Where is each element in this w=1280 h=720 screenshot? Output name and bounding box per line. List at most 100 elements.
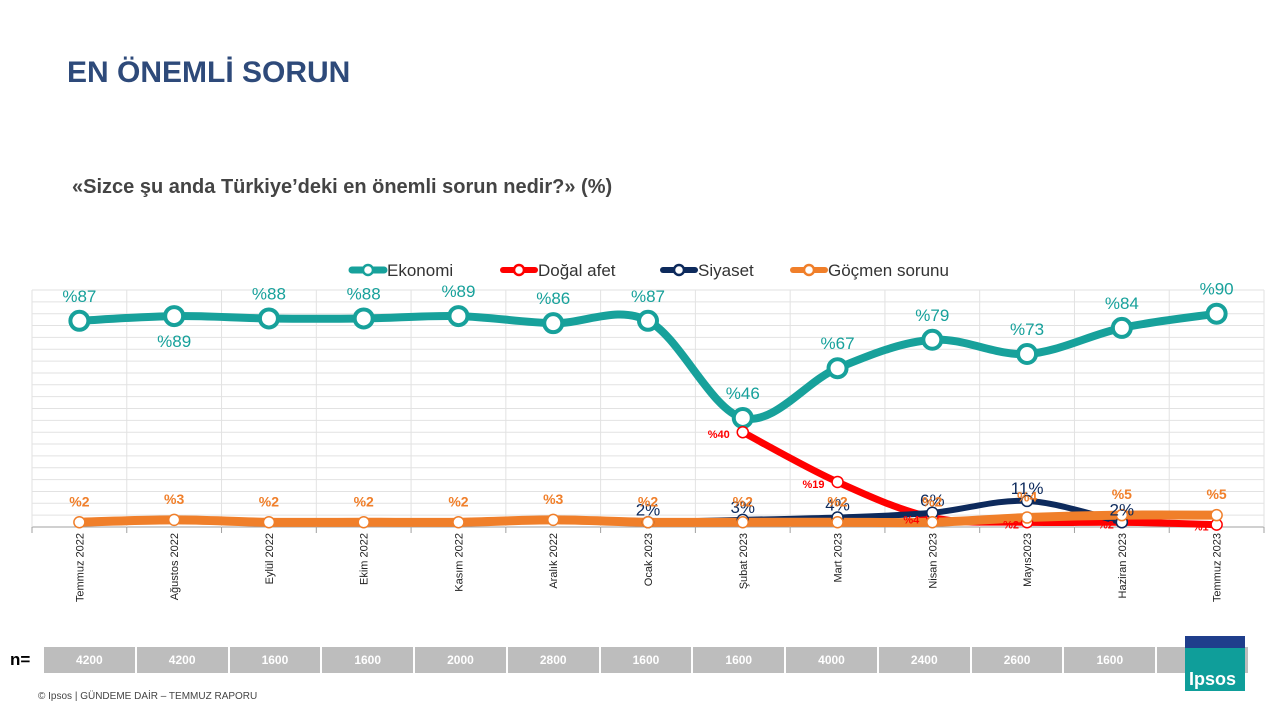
sample-size-cell: 1600 xyxy=(229,647,323,673)
marker-3-12 xyxy=(1210,508,1223,522)
legend-marker xyxy=(802,263,816,277)
data-label-3-11: %5 xyxy=(1112,486,1132,502)
marker-3-11 xyxy=(1115,508,1129,522)
data-label-2-6: 2% xyxy=(636,500,661,519)
data-label-0-9: %79 xyxy=(915,306,949,325)
marker-0-6 xyxy=(637,309,659,332)
marker-3-8 xyxy=(831,516,844,529)
data-label-0-3: %88 xyxy=(347,284,381,303)
marker-3-9 xyxy=(926,516,939,529)
page-title: EN ÖNEMLİ SORUN xyxy=(67,56,351,89)
x-tick-label: Ocak 2023 xyxy=(643,533,655,586)
data-label-3-5: %3 xyxy=(543,491,563,507)
data-label-0-4: %89 xyxy=(441,282,475,301)
sample-size-cell: 2400 xyxy=(878,647,972,673)
data-label-1-10: %2 xyxy=(1003,519,1019,531)
data-label-0-12: %90 xyxy=(1200,280,1234,299)
legend-marker xyxy=(361,263,375,277)
x-tick-label: Ekim 2022 xyxy=(359,533,371,585)
data-label-0-0: %87 xyxy=(62,287,96,306)
data-label-1-12: %1 xyxy=(1193,522,1209,534)
marker-3-3 xyxy=(357,516,370,529)
data-label-0-6: %87 xyxy=(631,287,665,306)
data-label-2-8: 4% xyxy=(825,496,850,515)
data-label-3-0: %2 xyxy=(69,493,89,509)
sample-size-cell: 1600 xyxy=(1064,647,1158,673)
markers xyxy=(68,302,1228,531)
sample-size-cell: 4200 xyxy=(136,647,230,673)
x-tick-label: Eylül 2022 xyxy=(264,533,276,584)
marker-3-1 xyxy=(167,513,181,527)
marker-0-3 xyxy=(352,307,375,330)
data-label-0-11: %84 xyxy=(1105,294,1139,313)
legend-marker xyxy=(512,263,526,277)
data-labels: %87 %89 %88 %88 %89 %86 %87 %46 %67 %79 %73 %84 %90%… xyxy=(62,280,1233,534)
sample-size-cell: 4200 xyxy=(44,647,137,673)
marker-0-2 xyxy=(257,307,280,330)
data-label-3-1: %3 xyxy=(164,491,184,507)
legend: Ekonomi Doğal afet Siyaset Göçmen sorunu xyxy=(348,261,949,280)
marker-0-1 xyxy=(163,305,186,328)
sample-size-cell: 1600 xyxy=(600,647,694,673)
legend-label: Göçmen sorunu xyxy=(828,261,949,280)
data-label-3-8: %2 xyxy=(827,493,847,509)
data-label-3-7: %2 xyxy=(733,493,753,509)
marker-1-8 xyxy=(831,475,844,489)
x-tick-label: Temmuz 2022 xyxy=(74,533,86,602)
data-label-0-1: %89 xyxy=(157,332,191,351)
x-tick-label: Nisan 2023 xyxy=(927,533,939,589)
data-label-3-4: %2 xyxy=(448,493,468,509)
x-tick-label: Şubat 2023 xyxy=(738,533,750,589)
legend-label: Ekonomi xyxy=(387,261,453,280)
x-ticks: Temmuz 2022 Ağustos 2022 Eylül 2022 Ekim 20… xyxy=(74,533,1223,602)
marker-1-7 xyxy=(736,425,750,439)
legend-label: Doğal afet xyxy=(538,261,616,280)
marker-0-4 xyxy=(447,305,470,328)
sample-size-cell: 1600 xyxy=(322,647,416,673)
marker-0-11 xyxy=(1110,316,1133,339)
data-label-3-10: %4 xyxy=(1017,489,1037,505)
data-label-0-8: %67 xyxy=(821,334,855,353)
marker-3-7 xyxy=(736,516,750,529)
legend-item: Ekonomi xyxy=(348,261,453,280)
marker-2-10 xyxy=(1020,494,1034,508)
marker-3-4 xyxy=(452,516,465,529)
marker-3-5 xyxy=(546,513,560,527)
data-label-1-9: %4 xyxy=(903,515,920,527)
data-label-3-6: %2 xyxy=(638,493,658,509)
data-label-0-5: %86 xyxy=(536,289,570,308)
marker-0-9 xyxy=(921,328,944,351)
data-label-2-7: 3% xyxy=(730,498,755,517)
sample-size-cell: 2800 xyxy=(507,647,601,673)
x-tick-label: Haziran 2023 xyxy=(1117,533,1129,598)
x-tick-label: Mart 2023 xyxy=(833,533,845,583)
marker-0-12 xyxy=(1205,302,1228,325)
data-label-1-8: %19 xyxy=(803,479,825,491)
line-chart: Ekonomi Doğal afet Siyaset Göçmen sorunu %8… xyxy=(31,261,1265,602)
marker-0-10 xyxy=(1016,342,1039,365)
marker-3-2 xyxy=(262,516,276,529)
legend-label: Siyaset xyxy=(698,261,754,280)
chart-subtitle: «Sizce şu anda Türkiye’deki en önemli so… xyxy=(72,176,613,198)
data-label-2-9: 6% xyxy=(920,491,945,510)
marker-3-0 xyxy=(73,516,86,529)
data-label-2-11: 2% xyxy=(1110,500,1135,519)
data-label-0-2: %88 xyxy=(252,284,286,303)
data-label-3-9: %2 xyxy=(922,493,942,509)
marker-0-0 xyxy=(68,309,91,332)
x-tick-label: Mayıs2023 xyxy=(1022,533,1034,587)
sample-size-label: n= xyxy=(10,650,31,669)
marker-0-7 xyxy=(731,406,754,429)
data-label-0-10: %73 xyxy=(1010,320,1044,339)
x-tick-label: Temmuz 2023 xyxy=(1212,533,1224,602)
sample-size-cell: 1600 xyxy=(693,647,787,673)
footer: © Ipsos | GÜNDEME DAİR – TEMMUZ RAPORU xyxy=(38,691,258,702)
x-tick-label: Aralık 2022 xyxy=(548,533,560,589)
data-label-1-7: %40 xyxy=(708,429,730,441)
data-label-3-12: %5 xyxy=(1206,486,1226,502)
data-label-2-10: 11% xyxy=(1011,479,1044,498)
sample-size-cell: 2600 xyxy=(971,647,1065,673)
sample-size-cell: 2000 xyxy=(415,647,508,673)
logo-text: Ipsos xyxy=(1189,669,1237,689)
ipsos-logo: Ipsos xyxy=(1185,636,1245,691)
